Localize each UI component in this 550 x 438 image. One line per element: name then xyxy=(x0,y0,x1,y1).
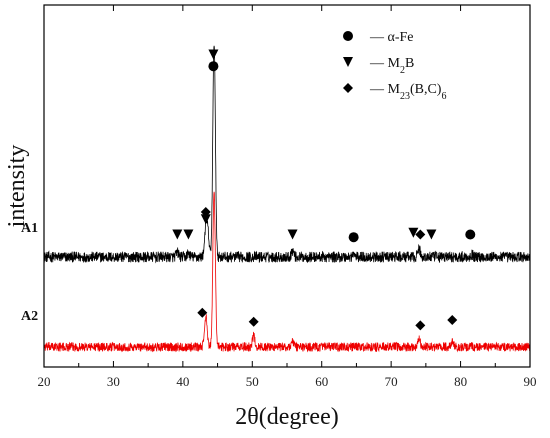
legend-marker-diamond xyxy=(343,83,353,93)
x-tick-label: 40 xyxy=(176,374,189,389)
y-axis-title: intensity xyxy=(4,145,30,228)
legend-label: — M23(B,C)6 xyxy=(369,82,446,102)
peak-marker-triangle-down xyxy=(208,49,219,60)
legend-label: — M2B xyxy=(369,56,414,76)
x-tick-label: 60 xyxy=(315,374,328,389)
x-tick-label: 70 xyxy=(385,374,398,389)
peak-marker-triangle-down xyxy=(183,229,194,240)
series-labels: A1 A2 xyxy=(21,221,38,324)
x-tick-label: 90 xyxy=(524,374,537,389)
peak-marker-triangle-down xyxy=(200,214,211,225)
peak-marker-triangle-down xyxy=(426,229,437,240)
peak-marker-diamond xyxy=(447,315,458,325)
tick-layer: 20 30 40 50 60 70 80 90 xyxy=(38,5,537,389)
legend-label: — α-Fe xyxy=(369,30,414,45)
peak-marker-circle xyxy=(348,232,359,243)
plot-frame xyxy=(43,4,531,368)
peak-marker-diamond xyxy=(248,316,259,327)
x-tick-label: 50 xyxy=(246,374,259,389)
series-label-a2: A2 xyxy=(21,309,38,324)
peak-marker-triangle-down xyxy=(172,229,183,240)
series-label-a1: A1 xyxy=(21,221,38,236)
x-tick-label: 30 xyxy=(107,374,120,389)
marker-layer xyxy=(172,49,476,331)
peak-marker-diamond xyxy=(415,229,426,240)
legend-marker-circle xyxy=(343,31,353,41)
series-layer xyxy=(43,45,531,353)
legend-marker-triangle-down xyxy=(343,57,353,67)
legend: — α-Fe — M2B — M23(B,C)6 xyxy=(343,30,446,102)
x-tick-label: 80 xyxy=(454,374,467,389)
peak-marker-triangle-down xyxy=(287,229,298,240)
series-line-a1 xyxy=(43,45,531,264)
peak-marker-circle xyxy=(208,61,219,72)
peak-marker-triangle-down xyxy=(408,227,419,238)
peak-marker-diamond xyxy=(415,320,426,331)
series-line-a2 xyxy=(43,191,531,353)
peak-marker-circle xyxy=(465,229,476,240)
peak-marker-diamond xyxy=(197,307,208,318)
x-tick-label: 20 xyxy=(38,374,51,389)
x-axis-title: 2θ(degree) xyxy=(235,404,338,430)
